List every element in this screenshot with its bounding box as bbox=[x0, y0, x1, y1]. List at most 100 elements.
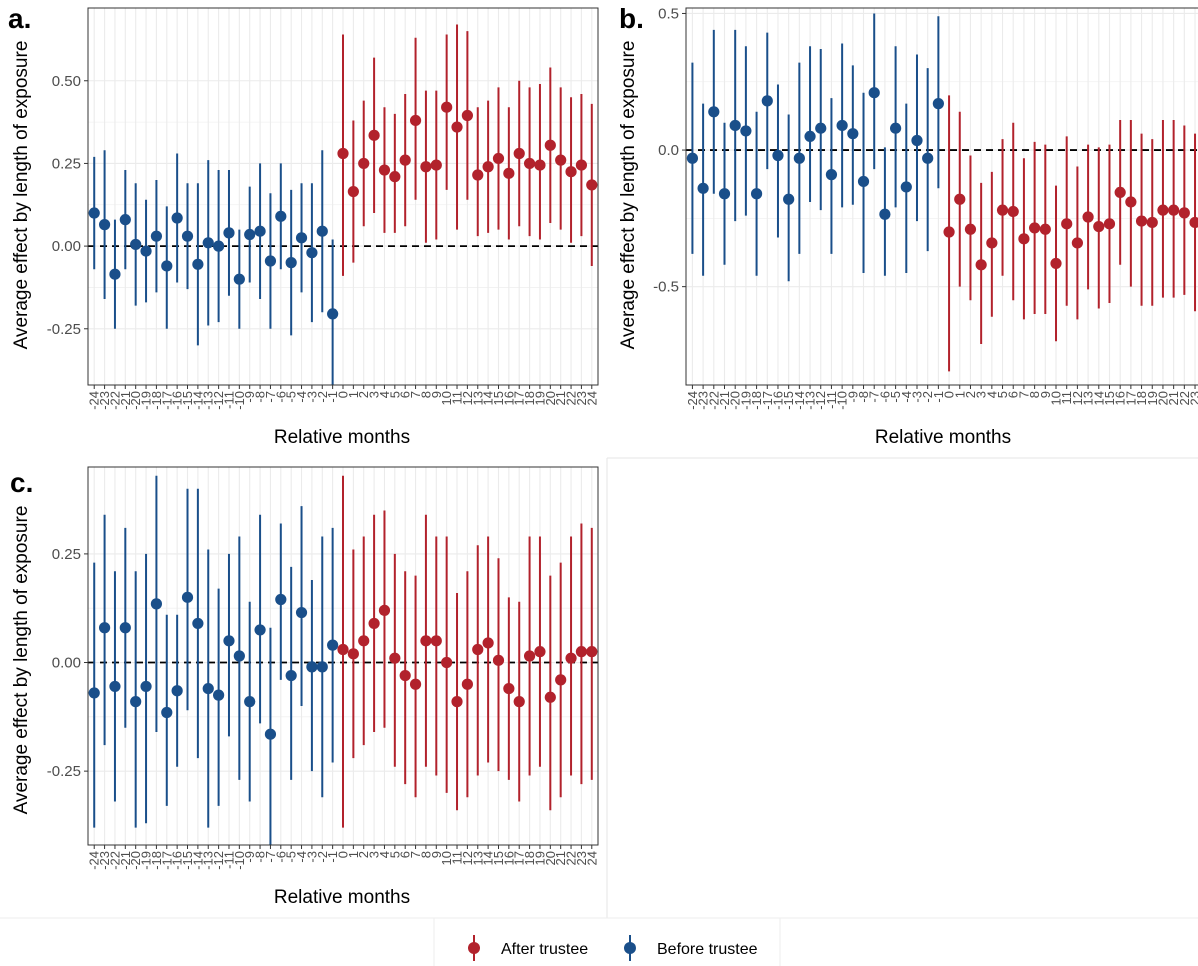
panel-c-x-tick-label: -18 bbox=[149, 851, 164, 870]
panel-b: b. Relative months Average effect by len… bbox=[618, 3, 1198, 448]
panel-c-x-tick-label: -3 bbox=[304, 851, 319, 863]
panel-b-before-trustee-point--14 bbox=[793, 152, 805, 164]
panel-a-after-trustee-point-16 bbox=[503, 167, 515, 179]
legend-key-before-trustee-point bbox=[624, 942, 636, 954]
panel-b-before-trustee-point--16 bbox=[772, 149, 784, 162]
panel-b-y-tick-label: -0.5 bbox=[653, 279, 679, 296]
panel-a-after-trustee-point-5 bbox=[389, 171, 401, 183]
panel-c-before-trustee-point--16 bbox=[171, 685, 183, 697]
panel-b-x-tick-label: -11 bbox=[824, 391, 839, 409]
panel-b-x-tick-label: -6 bbox=[877, 391, 892, 403]
panel-a-x-tick-label: 14 bbox=[481, 391, 496, 405]
panel-c-before-trustee-point--23 bbox=[98, 622, 111, 634]
panel-b-x-tick-label: -21 bbox=[717, 391, 732, 410]
panel-c-before-trustee-point--13 bbox=[202, 682, 214, 695]
panel-c-y-tick-label: -0.25 bbox=[47, 763, 81, 780]
panel-c-x-tick-label: 6 bbox=[398, 851, 413, 858]
panel-a-before-trustee-point--6 bbox=[275, 210, 287, 222]
panel-a-before-trustee-point--13 bbox=[202, 237, 214, 249]
panel-b-x-tick-label: -13 bbox=[803, 391, 818, 410]
panel-a-x-tick-label: -13 bbox=[201, 391, 216, 410]
panel-b-before-trustee-point--10 bbox=[836, 119, 848, 132]
panel-b-before-trustee-point--23 bbox=[697, 182, 709, 194]
panel-b-x-tick-label: 8 bbox=[1027, 391, 1042, 398]
panel-b-before-trustee-point--15 bbox=[783, 193, 795, 205]
panel-c-x-tick-label: -19 bbox=[139, 851, 154, 870]
panel-c-x-tick-label: -1 bbox=[325, 851, 340, 863]
panel-c-x-tick-label: 24 bbox=[584, 851, 599, 865]
panel-c-after-trustee-point-15 bbox=[492, 654, 505, 666]
panel-c-x-tick-label: -22 bbox=[107, 851, 122, 870]
panel-b-x-tick-label: -17 bbox=[760, 391, 775, 410]
panel-a-x-tick-label: -23 bbox=[97, 391, 112, 410]
panel-a-x-tick-label: 19 bbox=[532, 391, 547, 405]
panel-c-x-tick-label: 4 bbox=[377, 851, 392, 858]
panel-b-x-tick-label: 20 bbox=[1155, 391, 1170, 405]
panel-c-before-trustee-point--17 bbox=[161, 706, 173, 719]
panel-c-before-trustee-point--24 bbox=[88, 687, 100, 699]
panel-b-x-tick-label: -20 bbox=[728, 391, 743, 410]
panel-a-x-tick-label: 15 bbox=[491, 391, 506, 405]
panel-a-x-tick-label: 3 bbox=[367, 391, 382, 398]
panel-c-y-axis-title: Average effect by length of exposure bbox=[11, 506, 32, 815]
panel-c-x-tick-label: 5 bbox=[387, 851, 402, 858]
panel-c-before-trustee-point--2 bbox=[316, 661, 328, 673]
panel-a-before-trustee-point--23 bbox=[98, 219, 111, 231]
panel-a-x-tick-label: 1 bbox=[346, 391, 361, 398]
panel-a-x-tick-label: -21 bbox=[118, 391, 133, 410]
panel-b-plot-border bbox=[685, 7, 1198, 386]
panel-a-after-trustee-point-17 bbox=[513, 147, 525, 160]
panel-a-x-tick-label: 20 bbox=[543, 391, 558, 405]
panel-a-y-tick-label: 0.50 bbox=[52, 73, 81, 90]
panel-b-after-trustee-point-8 bbox=[1029, 222, 1041, 234]
panel-c-x-tick-label: 15 bbox=[491, 851, 506, 865]
panel-c-x-tick-label: -15 bbox=[180, 851, 195, 870]
panel-b-x-tick-label: -15 bbox=[781, 391, 796, 410]
panel-b-after-trustee-point-18 bbox=[1135, 215, 1148, 227]
panel-a-label: a. bbox=[8, 3, 31, 34]
panel-c-x-tick-label: 18 bbox=[522, 851, 537, 865]
panel-b-before-trustee-point--19 bbox=[740, 125, 752, 137]
panel-a-after-trustee-point-6 bbox=[399, 154, 411, 166]
panel-a-x-tick-label: -9 bbox=[242, 391, 257, 403]
panel-a-before-trustee-point--9 bbox=[244, 228, 256, 241]
panel-a-x-tick-label: -15 bbox=[180, 391, 195, 410]
panel-c-x-tick-label: 11 bbox=[450, 851, 465, 865]
panel-a-x-tick-label: 13 bbox=[470, 391, 485, 405]
panel-c-after-trustee-point-23 bbox=[575, 646, 588, 658]
panel-c-before-trustee-point--20 bbox=[130, 696, 142, 708]
panel-a-x-tick-label: 7 bbox=[408, 391, 423, 398]
panel-b-x-tick-label: 15 bbox=[1102, 391, 1117, 405]
panel-a-after-trustee-point-8 bbox=[420, 161, 432, 173]
panel-a-x-tick-label: 9 bbox=[429, 391, 444, 398]
panel-b-x-tick-label: 11 bbox=[1059, 391, 1074, 405]
panel-a-before-trustee-point--5 bbox=[285, 257, 297, 269]
panel-c-after-trustee-point-4 bbox=[378, 604, 391, 616]
panel-a-x-tick-label: 0 bbox=[336, 391, 351, 398]
panel-b-x-tick-label: -24 bbox=[685, 391, 700, 410]
panel-b-x-tick-label: 13 bbox=[1081, 391, 1096, 405]
panel-c-before-trustee-point--11 bbox=[223, 635, 235, 647]
panel-a-after-trustee-point-21 bbox=[555, 154, 567, 166]
legend-item-after-trustee: After trustee bbox=[468, 935, 588, 961]
panel-c-x-tick-label: 7 bbox=[408, 851, 423, 858]
panel-a-x-tick-label: 24 bbox=[584, 391, 599, 405]
panel-b-after-trustee-point-14 bbox=[1093, 220, 1105, 233]
panel-b-label: b. bbox=[619, 3, 644, 34]
panel-c-after-trustee-point-18 bbox=[523, 650, 536, 662]
panel-c-after-trustee-point-20 bbox=[544, 691, 556, 703]
panel-b-x-tick-label: 5 bbox=[995, 391, 1010, 398]
panel-c-x-tick-label: 2 bbox=[356, 851, 371, 858]
panel-a-after-trustee-point-3 bbox=[368, 129, 380, 141]
legend-key-after-trustee-point bbox=[468, 942, 480, 954]
panel-a-before-trustee-point--8 bbox=[254, 225, 266, 237]
panel-c-after-trustee-point-7 bbox=[409, 678, 422, 690]
panel-a-x-tick-label: 5 bbox=[387, 391, 402, 398]
panel-b-after-trustee-point-21 bbox=[1168, 204, 1180, 216]
panel-b-x-tick-label: -2 bbox=[920, 391, 935, 403]
panel-c-after-trustee-point-3 bbox=[368, 617, 380, 630]
panel-a-plot-border bbox=[87, 7, 599, 386]
panel-c-x-tick-label: 14 bbox=[481, 851, 496, 865]
panel-b-x-tick-label: 4 bbox=[984, 391, 999, 398]
panel-a-x-tick-label: 22 bbox=[564, 391, 579, 405]
